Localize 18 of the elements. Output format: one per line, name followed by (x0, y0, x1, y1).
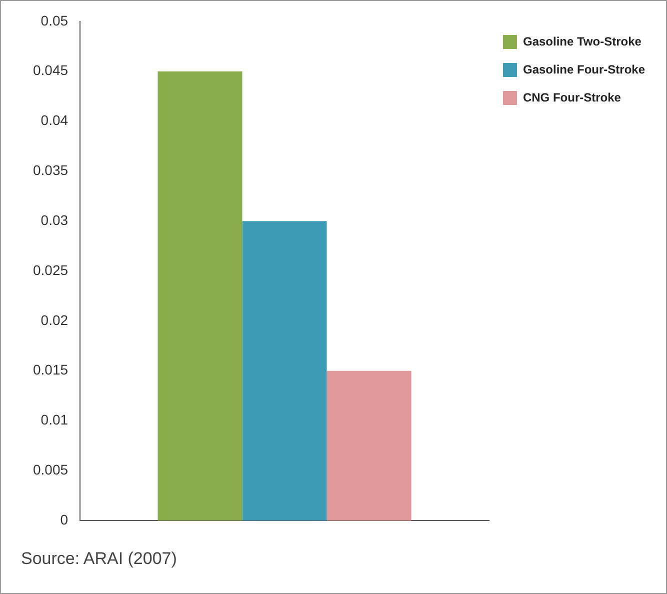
bar (326, 370, 412, 521)
bar (242, 221, 327, 521)
y-tick-label: 0.03 (40, 212, 68, 228)
legend-label: Gasoline Two-Stroke (522, 34, 642, 48)
y-tick-label: 0.045 (32, 62, 68, 78)
y-tick-label: 0.04 (40, 112, 68, 128)
y-tick-label: 0.015 (32, 362, 68, 378)
bar (158, 71, 242, 521)
legend-label: Gasoline Four-Stroke (522, 62, 646, 76)
y-tick-label: 0 (60, 511, 68, 528)
y-tick-label: 0.035 (32, 162, 68, 178)
legend-label: CNG Four-Stroke (522, 90, 622, 104)
y-tick-label: 0.05 (40, 12, 68, 28)
y-tick-label: 0.005 (32, 462, 68, 478)
y-tick-label: 0.01 (40, 412, 68, 428)
y-tick-label: 0.02 (40, 312, 68, 328)
y-tick-label: 0.025 (32, 262, 68, 278)
source-note: Source: ARAI (2007) (21, 549, 177, 569)
